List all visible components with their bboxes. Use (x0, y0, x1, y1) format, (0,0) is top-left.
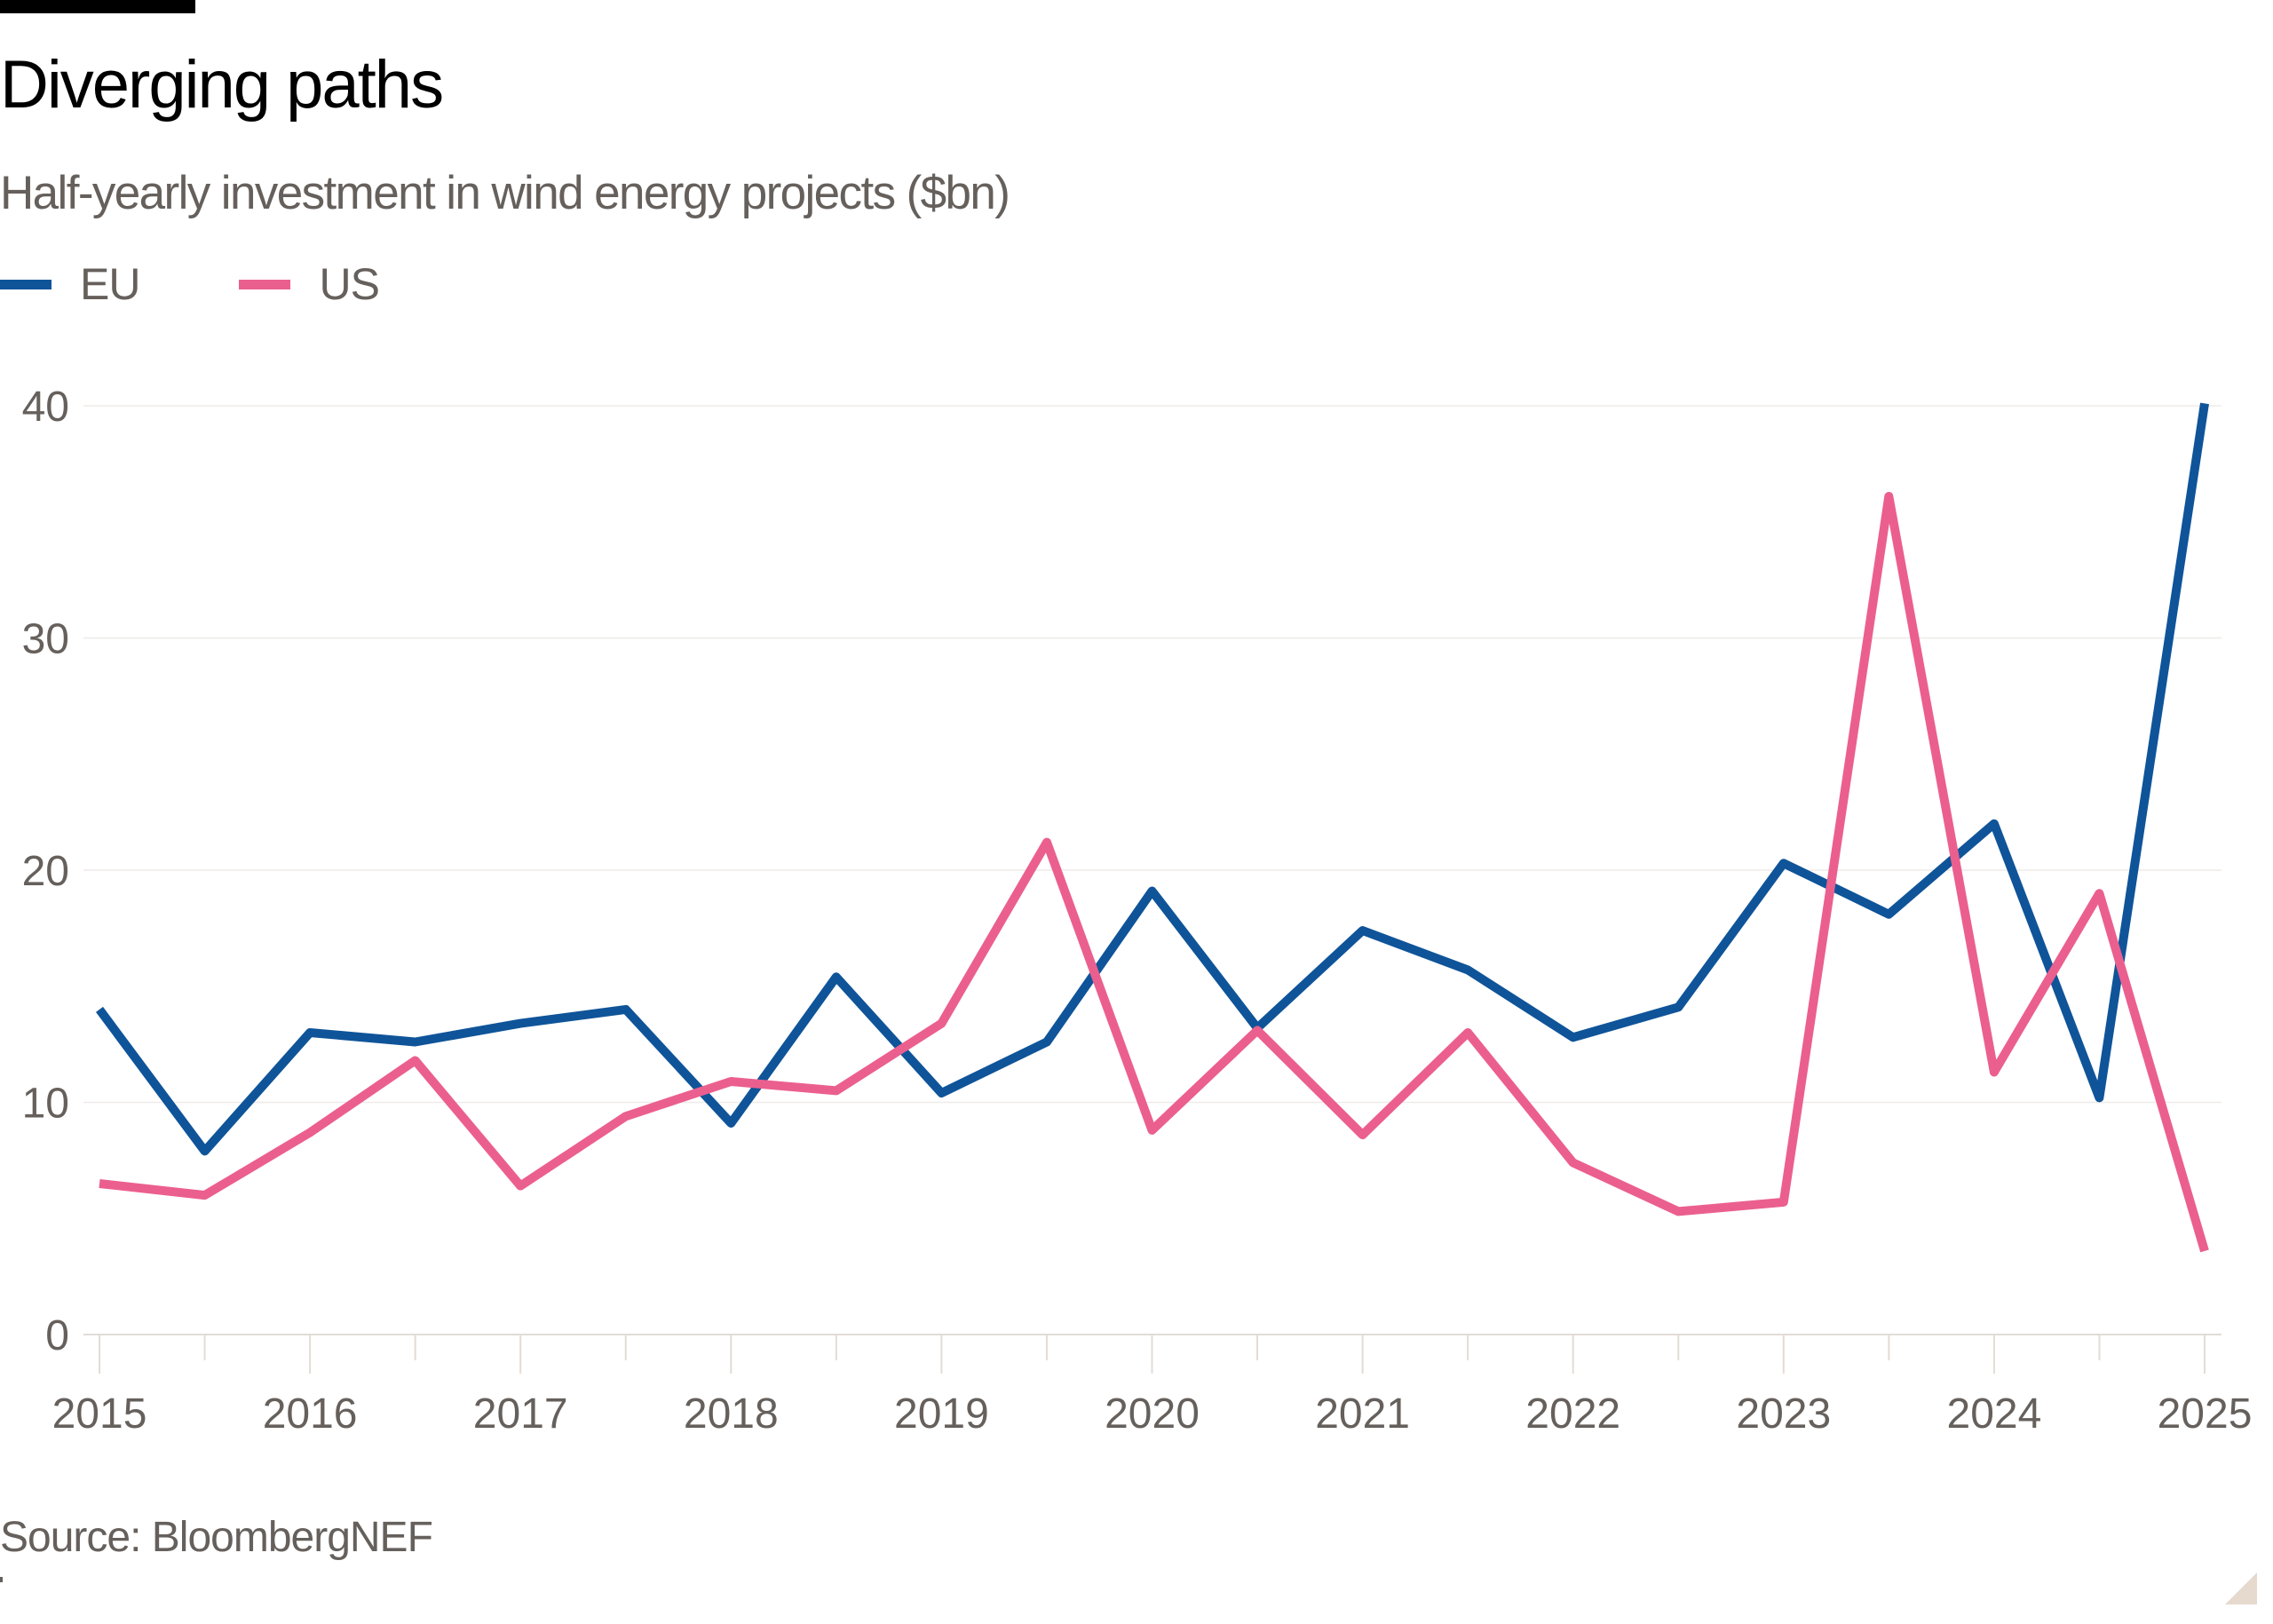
x-axis: 2015 2016 2017 2018 2019 2020 2021 2022 2023 2024… (52, 1335, 2253, 1438)
x-tick-label: 2020 (1105, 1390, 1200, 1438)
x-tick-label: 2022 (1525, 1390, 1620, 1438)
x-tick-label: 2025 (2158, 1390, 2253, 1438)
x-tick-label: 2017 (473, 1390, 568, 1438)
chart-title: Diverging paths (0, 47, 444, 123)
x-tick-label: 2015 (52, 1390, 147, 1438)
legend-item-us: US (239, 257, 380, 311)
series-line-us (99, 492, 2209, 1253)
legend-label-us: US (319, 259, 379, 309)
x-tick-label: 2019 (894, 1390, 989, 1438)
legend-swatch-eu (0, 279, 51, 289)
legend-swatch-us (239, 279, 291, 289)
source-note: Source: BloombergNEF (0, 1514, 433, 1561)
corner-triangle-icon (2225, 1573, 2257, 1604)
legend: EU US (0, 257, 479, 311)
legend-item-eu: EU (0, 257, 140, 311)
y-tick-label: 30 (22, 616, 69, 663)
legend-label-eu: EU (80, 259, 140, 309)
brand-top-bar (0, 0, 195, 13)
x-tick-label: 2016 (263, 1390, 358, 1438)
y-axis: 0 10 20 30 40 (22, 384, 69, 1359)
series-lines (95, 402, 2209, 1253)
y-tick-label: 40 (22, 384, 69, 431)
chart-subtitle: Half-yearly investment in wind energy pr… (0, 167, 1010, 219)
y-tick-label: 20 (22, 848, 69, 895)
x-tick-label: 2018 (684, 1390, 779, 1438)
y-tick-label: 0 (45, 1312, 69, 1359)
y-tick-label: 10 (22, 1081, 69, 1128)
x-tick-label: 2021 (1315, 1390, 1410, 1438)
x-tick-label: 2023 (1736, 1390, 1831, 1438)
x-tick-label: 2024 (1947, 1390, 2042, 1438)
series-line-eu (95, 402, 2209, 1156)
footer-mark (0, 1577, 3, 1582)
